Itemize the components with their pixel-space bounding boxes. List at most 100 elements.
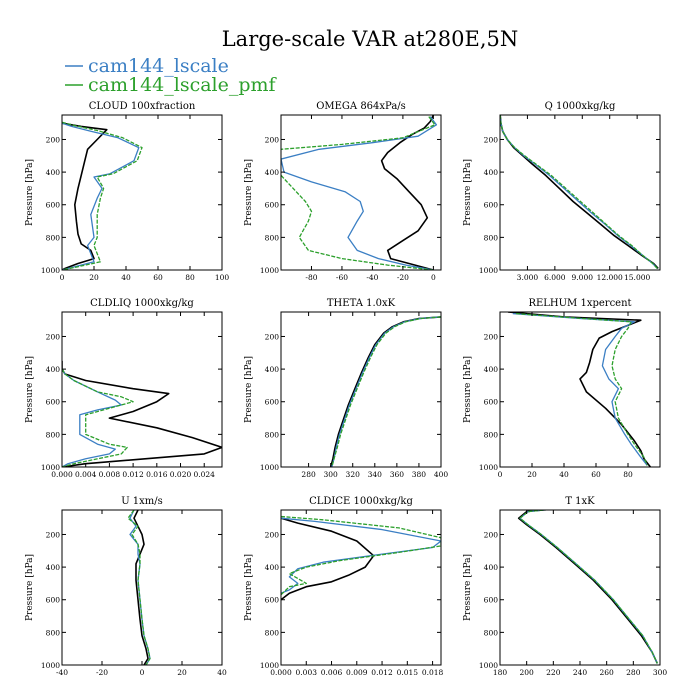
plot-frame: [499, 509, 661, 666]
x-tick-label: 0: [140, 668, 145, 677]
y-axis-label: Pressure [hPa]: [463, 554, 473, 621]
panel-series-group: [507, 312, 652, 467]
series-line-lscale-pmf: [331, 316, 441, 467]
y-tick-label: 800: [265, 430, 280, 439]
plot-frame: [280, 114, 442, 271]
series-line-lscale-pmf: [500, 115, 658, 269]
panel-5: THETA 1.0xK Pressure [hPa] 200 400 600 800 100…: [244, 298, 448, 479]
panel-title: CLDLIQ 1000xkg/kg: [90, 298, 194, 309]
y-tick-label: 200: [484, 530, 499, 539]
reference-line: [329, 316, 441, 467]
panel-series-group: [127, 510, 151, 665]
y-axis-label: Pressure [hPa]: [463, 159, 473, 226]
y-tick-label: 800: [484, 233, 499, 242]
x-tick-label: -20: [397, 273, 409, 282]
y-tick-label: 1000: [41, 661, 60, 670]
panel-series-group: [517, 510, 659, 664]
x-tick-label: 0: [431, 273, 436, 282]
reference-line: [517, 510, 659, 664]
y-tick-label: 600: [46, 398, 61, 407]
plot-frame: [61, 311, 223, 468]
y-tick-label: 800: [265, 628, 280, 637]
y-tick-label: 200: [265, 530, 280, 539]
x-tick-label: 280: [626, 668, 641, 677]
y-tick-label: 600: [484, 398, 499, 407]
x-tick-label: 0.009: [346, 668, 368, 677]
x-tick-label: 9.000: [572, 273, 594, 282]
panel-title: RELHUM 1xpercent: [528, 298, 631, 309]
plot-frame: [499, 114, 661, 271]
y-tick-label: 400: [46, 563, 61, 572]
panel-series-group: [62, 121, 143, 270]
figure-title: Large-scale VAR at280E,5N: [222, 27, 519, 51]
panel-title: CLOUD 100xfraction: [89, 101, 196, 112]
series-line-lscale-pmf: [281, 515, 441, 596]
y-tick-label: 200: [484, 135, 499, 144]
x-tick-label: 0: [60, 273, 65, 282]
y-tick-label: 1000: [260, 661, 279, 670]
x-tick-label: -80: [305, 273, 317, 282]
y-axis-label: Pressure [hPa]: [25, 554, 35, 621]
x-tick-label: 0.018: [422, 668, 444, 677]
x-tick-label: 60: [153, 273, 163, 282]
y-tick-label: 1000: [260, 266, 279, 275]
series-line-lscale: [500, 115, 658, 269]
x-tick-label: 0.015: [397, 668, 419, 677]
x-tick-label: 20: [527, 470, 537, 479]
x-tick-label: 380: [412, 470, 427, 479]
x-tick-label: 0.000: [51, 470, 73, 479]
y-tick-label: 200: [265, 332, 280, 341]
x-tick-label: -20: [96, 668, 108, 677]
x-tick-label: 320: [346, 470, 361, 479]
reference-line: [500, 115, 659, 269]
y-tick-label: 600: [265, 596, 280, 605]
x-tick-label: 3.000: [517, 273, 539, 282]
panel-title: T 1xK: [565, 496, 595, 507]
panel-title: U 1xm/s: [121, 496, 163, 507]
y-tick-label: 600: [265, 398, 280, 407]
x-tick-label: 20: [177, 668, 187, 677]
y-tick-label: 200: [484, 332, 499, 341]
series-line-lscale: [331, 316, 441, 467]
y-tick-label: 1000: [479, 661, 498, 670]
y-tick-label: 200: [46, 135, 61, 144]
x-tick-label: 300: [323, 470, 338, 479]
panel-title: OMEGA 864xPa/s: [316, 101, 406, 112]
plot-frame: [280, 311, 442, 468]
y-tick-label: 400: [46, 168, 61, 177]
x-tick-label: 40: [121, 273, 131, 282]
series-line-lscale-pmf: [62, 121, 143, 270]
x-tick-label: 340: [368, 470, 383, 479]
series-line-lscale: [62, 122, 140, 270]
series-line-lscale: [512, 312, 648, 466]
x-tick-label: 260: [600, 668, 615, 677]
y-tick-label: 800: [46, 430, 61, 439]
reference-line: [133, 510, 149, 665]
x-tick-label: 220: [546, 668, 561, 677]
panel-8: CLDICE 1000xkg/kg Pressure [hPa] 200 400 600…: [244, 496, 444, 677]
series-line-lscale-pmf: [519, 510, 658, 664]
panel-3: Q 1000xkg/kg Pressure [hPa] 200 400 600 800 10…: [463, 101, 661, 282]
series-line-lscale-pmf: [127, 510, 151, 665]
y-axis-label: Pressure [hPa]: [244, 554, 254, 621]
x-tick-label: 240: [573, 668, 588, 677]
legend: cam144_lscale cam144_lscale_pmf: [65, 55, 278, 96]
y-tick-label: 1000: [41, 266, 60, 275]
panel-title: THETA 1.0xK: [327, 298, 396, 309]
x-tick-label: 80: [623, 470, 633, 479]
y-axis-label: Pressure [hPa]: [244, 159, 254, 226]
x-tick-label: 360: [390, 470, 405, 479]
y-tick-label: 400: [484, 365, 499, 374]
series-line-lscale: [129, 510, 151, 665]
y-tick-label: 600: [46, 596, 61, 605]
panel-series-group: [281, 515, 441, 601]
x-tick-label: 0.012: [371, 668, 393, 677]
y-tick-label: 400: [484, 563, 499, 572]
x-tick-label: 300: [653, 668, 668, 677]
y-tick-label: 1000: [479, 463, 498, 472]
y-tick-label: 200: [46, 530, 61, 539]
